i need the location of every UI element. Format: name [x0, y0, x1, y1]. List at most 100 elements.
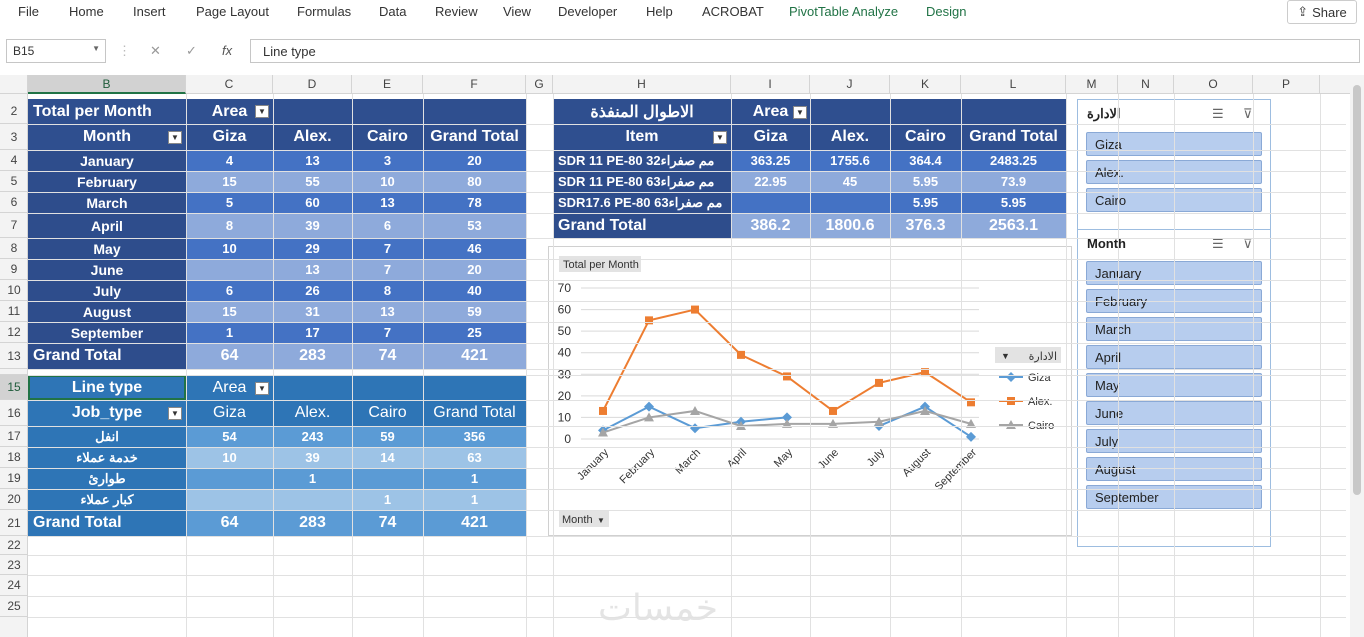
pivot3-col-header[interactable]: Cairo: [890, 124, 961, 150]
pivot2-title[interactable]: Line type: [28, 375, 186, 400]
pivot2-value-cell[interactable]: [352, 468, 423, 489]
col-header-O[interactable]: O: [1174, 75, 1253, 94]
area-filter-icon[interactable]: ▼: [255, 382, 269, 395]
pivot3-col-header[interactable]: Grand Total: [961, 124, 1066, 150]
tab-data[interactable]: Data: [379, 4, 407, 19]
pivot2-rowfield-header[interactable]: Job_type: [28, 400, 186, 426]
pivot1-value-cell[interactable]: 6: [186, 280, 273, 301]
pivot2-col-header[interactable]: Grand Total: [423, 400, 526, 426]
row-header-5[interactable]: 5: [0, 171, 28, 192]
clear-filter-icon[interactable]: ⊽: [1243, 236, 1253, 251]
pivot3-value-cell[interactable]: 22.95: [731, 171, 810, 192]
row-header-8[interactable]: 8: [0, 238, 28, 259]
col-header-I[interactable]: I: [731, 75, 810, 94]
vertical-scrollbar[interactable]: [1350, 75, 1364, 637]
col-header-C[interactable]: C: [186, 75, 273, 94]
pivot3-rowfield-header[interactable]: Item: [553, 124, 731, 150]
row-header-14[interactable]: 14: [0, 369, 28, 375]
scroll-thumb[interactable]: [1353, 85, 1361, 495]
pivot1-value-cell[interactable]: 7: [352, 238, 423, 259]
pivot2-header-blank[interactable]: [273, 375, 526, 400]
col-header-D[interactable]: D: [273, 75, 352, 94]
pivot3-value-cell[interactable]: [731, 192, 810, 213]
pivot2-grandtotal-label[interactable]: Grand Total: [28, 510, 186, 536]
pivot2-value-cell[interactable]: 356: [423, 426, 526, 447]
pivot3-grandtotal-cell[interactable]: 2563.1: [961, 213, 1066, 238]
function-icon[interactable]: fx: [222, 43, 233, 58]
pivot2-value-cell[interactable]: [273, 489, 352, 510]
pivot1-value-cell[interactable]: 40: [423, 280, 526, 301]
pivot1-title[interactable]: Total per Month: [28, 99, 186, 124]
row-header-15[interactable]: 15: [0, 375, 28, 400]
pivot1-value-cell[interactable]: 39: [273, 213, 352, 238]
col-header-B[interactable]: B: [28, 75, 186, 94]
pivot3-value-cell[interactable]: 45: [810, 171, 890, 192]
tab-acrobat[interactable]: ACROBAT: [702, 4, 764, 19]
col-header-E[interactable]: E: [352, 75, 423, 94]
pivot3-grandtotal-cell[interactable]: 386.2: [731, 213, 810, 238]
pivot1-value-cell[interactable]: 13: [273, 150, 352, 171]
pivot1-value-cell[interactable]: 25: [423, 322, 526, 343]
pivot3-grandtotal-label[interactable]: Grand Total: [553, 213, 731, 238]
pivot2-value-cell[interactable]: 243: [273, 426, 352, 447]
pivot3-grandtotal-cell[interactable]: 1800.6: [810, 213, 890, 238]
pivot1-col-header[interactable]: Cairo: [352, 124, 423, 150]
row-header-16[interactable]: 16: [0, 400, 28, 426]
row-header-4[interactable]: 4: [0, 150, 28, 171]
chevron-down-icon[interactable]: ▼: [92, 44, 100, 53]
pivot2-value-cell[interactable]: 1: [423, 468, 526, 489]
tab-home[interactable]: Home: [69, 4, 104, 19]
pivot1-row-label[interactable]: June: [28, 259, 186, 280]
pivot2-grandtotal-cell[interactable]: 283: [273, 510, 352, 536]
pivot1-value-cell[interactable]: 53: [423, 213, 526, 238]
item-filter-icon[interactable]: ▼: [713, 131, 727, 144]
pivot2-value-cell[interactable]: 14: [352, 447, 423, 468]
pivot1-row-label[interactable]: March: [28, 192, 186, 213]
pivot2-grandtotal-cell[interactable]: 74: [352, 510, 423, 536]
col-header-L[interactable]: L: [961, 75, 1066, 94]
pivot1-value-cell[interactable]: 46: [423, 238, 526, 259]
pivot2-row-label[interactable]: كبار عملاء: [28, 489, 186, 510]
pivot2-grandtotal-cell[interactable]: 64: [186, 510, 273, 536]
pivot1-row-label[interactable]: May: [28, 238, 186, 259]
col-header-N[interactable]: N: [1118, 75, 1174, 94]
month-filter-icon[interactable]: ▼: [168, 131, 182, 144]
tab-page-layout[interactable]: Page Layout: [196, 4, 270, 19]
tab-pivottable-analyze[interactable]: PivotTable Analyze: [789, 4, 899, 19]
pivot1-value-cell[interactable]: 1: [186, 322, 273, 343]
pivot3-value-cell[interactable]: 1755.6: [810, 150, 890, 171]
pivot1-value-cell[interactable]: 55: [273, 171, 352, 192]
pivot3-grandtotal-cell[interactable]: 376.3: [890, 213, 961, 238]
pivot2-value-cell[interactable]: [186, 489, 273, 510]
pivot1-value-cell[interactable]: 17: [273, 322, 352, 343]
pivot1-value-cell[interactable]: 3: [352, 150, 423, 171]
clear-filter-icon[interactable]: ⊽: [1243, 106, 1253, 121]
area-filter-icon[interactable]: ▼: [793, 106, 807, 119]
pivot3-row-label[interactable]: SDR 11 PE-80 63مم صفراء: [553, 171, 731, 192]
pivot3-col-header[interactable]: Giza: [731, 124, 810, 150]
pivot1-value-cell[interactable]: 80: [423, 171, 526, 192]
pivot3-title[interactable]: الاطوال المنفذة: [553, 99, 731, 124]
pivot3-col-header[interactable]: Alex.: [810, 124, 890, 150]
pivot1-value-cell[interactable]: 10: [352, 171, 423, 192]
multi-select-icon[interactable]: ☰: [1212, 236, 1224, 251]
row-header-23[interactable]: 23: [0, 555, 28, 575]
cancel-icon[interactable]: ✕: [150, 43, 161, 58]
row-header-9[interactable]: 9: [0, 259, 28, 280]
pivot2-value-cell[interactable]: 1: [352, 489, 423, 510]
row-header-18[interactable]: 18: [0, 447, 28, 468]
pivot3-value-cell[interactable]: [810, 192, 890, 213]
pivot3-row-label[interactable]: SDR17.6 PE-80 63مم صفراء: [553, 192, 731, 213]
pivot1-value-cell[interactable]: 13: [352, 301, 423, 322]
tab-file[interactable]: File: [18, 4, 39, 19]
pivot2-col-header[interactable]: Alex.: [273, 400, 352, 426]
pivot2-value-cell[interactable]: 39: [273, 447, 352, 468]
pivot1-grandtotal-cell[interactable]: 283: [273, 343, 352, 369]
enter-icon[interactable]: ✓: [186, 43, 197, 58]
tab-review[interactable]: Review: [435, 4, 478, 19]
pivot1-grandtotal-cell[interactable]: 64: [186, 343, 273, 369]
pivot2-row-label[interactable]: انفل: [28, 426, 186, 447]
pivot1-row-label[interactable]: September: [28, 322, 186, 343]
row-header-19[interactable]: 19: [0, 468, 28, 489]
jobtype-filter-icon[interactable]: ▼: [168, 407, 182, 420]
